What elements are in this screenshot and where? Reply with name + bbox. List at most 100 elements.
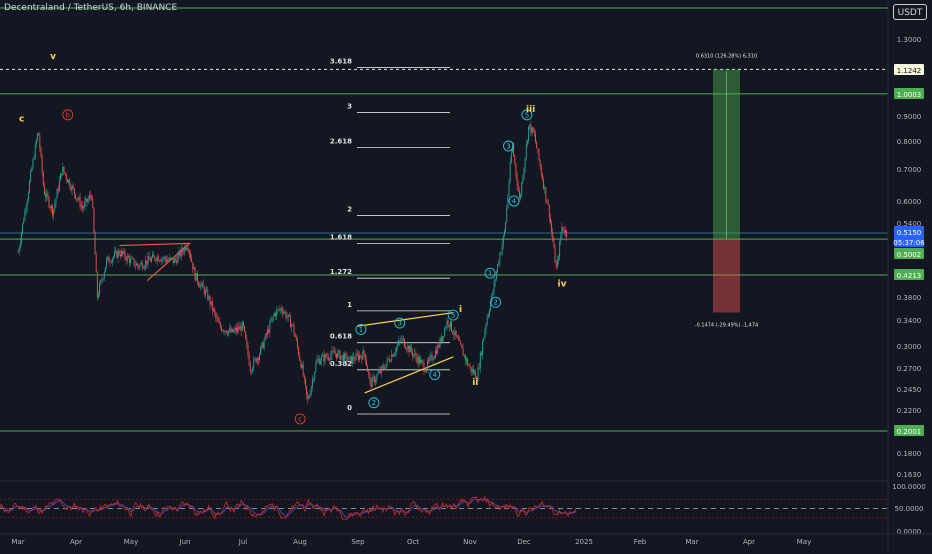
candle-body <box>200 284 202 288</box>
candle-body <box>489 310 490 315</box>
candle-body <box>125 257 127 261</box>
candle-body <box>349 356 351 357</box>
candle-body <box>297 339 298 348</box>
candle-body <box>123 251 125 254</box>
candle-body <box>191 258 193 262</box>
candle-body <box>562 226 564 231</box>
candle-body <box>234 327 236 331</box>
candle-body <box>202 282 204 288</box>
candle-body <box>357 354 359 360</box>
candle-body <box>171 258 173 259</box>
candle-body <box>389 359 390 362</box>
price-tag-bg-2 <box>894 88 924 99</box>
candle-body <box>476 378 478 381</box>
candle-body <box>325 354 327 358</box>
candle-body <box>464 354 466 361</box>
candle-body <box>139 264 141 268</box>
candle-body <box>431 355 433 361</box>
candle-body <box>487 314 489 318</box>
candle-body <box>265 334 267 335</box>
candle-body <box>62 166 64 176</box>
candle-body <box>408 345 410 353</box>
wave-circle-3 <box>355 323 367 335</box>
candle-body <box>318 358 320 365</box>
candle-body <box>124 251 126 258</box>
candle-body <box>73 188 75 194</box>
candle-body <box>86 198 88 202</box>
candle-body <box>460 341 462 345</box>
candle-body <box>134 265 136 267</box>
candle-body <box>309 394 311 397</box>
candle-body <box>329 359 331 361</box>
candle-body <box>391 354 393 362</box>
candle-body <box>142 267 144 269</box>
candle-body <box>183 251 185 253</box>
candle-body <box>492 291 494 295</box>
candle-body <box>87 199 89 202</box>
candle-body <box>206 290 208 291</box>
candle-body <box>222 330 224 332</box>
candle-body <box>547 203 549 205</box>
price-tick-11: 0.4213 <box>897 272 922 280</box>
candle-body <box>137 263 139 267</box>
wave-label-1: b <box>66 111 71 119</box>
candle-body <box>121 250 122 257</box>
candle-body <box>42 172 44 186</box>
candle-body <box>374 377 375 383</box>
candle-body <box>39 135 41 149</box>
fib-label-1: 3 <box>347 103 352 111</box>
candle-body <box>65 174 67 180</box>
candle-body <box>242 322 244 326</box>
candle-body <box>24 210 26 221</box>
candle-body <box>52 205 53 216</box>
candle-body <box>392 354 394 357</box>
candle-body <box>85 198 87 203</box>
candle-body <box>229 328 231 331</box>
price-tag-bg-10 <box>894 248 924 259</box>
candle-body <box>95 254 97 273</box>
candle-body <box>477 367 479 381</box>
candle-body <box>368 371 370 375</box>
candle-body <box>119 254 121 257</box>
candle-body <box>259 354 260 360</box>
candle-body <box>305 378 306 386</box>
price-tick-6: 0.6000 <box>897 198 922 206</box>
price-tick-19: 0.1800 <box>897 450 922 458</box>
candle-body <box>336 353 337 359</box>
candle-body <box>561 226 563 236</box>
candle-body <box>203 287 205 295</box>
candle-body <box>501 244 503 253</box>
candle-body <box>17 252 19 253</box>
candle-body <box>178 250 180 256</box>
candle-body <box>363 350 365 354</box>
candle-body <box>160 260 162 262</box>
candle-body <box>136 263 137 266</box>
candle-body <box>513 144 515 156</box>
candle-body <box>344 353 346 362</box>
currency-button[interactable]: USDT <box>893 4 927 20</box>
candle-body <box>84 202 86 208</box>
candle-body <box>448 324 450 328</box>
candle-body <box>432 358 434 361</box>
candle-body <box>126 255 128 261</box>
candle-body <box>192 261 194 270</box>
candle-body <box>41 155 43 173</box>
candle-body <box>537 148 539 150</box>
candle-body <box>393 354 395 357</box>
wave-circle-12 <box>503 140 514 152</box>
rsi-tick-2: 0.0000 <box>897 528 922 536</box>
time-tick-5: Aug <box>293 538 307 546</box>
candle-body <box>110 262 112 263</box>
candle-body <box>247 345 249 356</box>
candle-body <box>226 332 228 335</box>
candle-body <box>470 366 472 372</box>
candle-body <box>118 250 120 255</box>
candle-body <box>527 141 528 144</box>
candle-body <box>461 344 463 348</box>
candle-body <box>53 209 55 216</box>
candle-body <box>424 371 426 373</box>
time-tick-12: Mar <box>685 538 698 546</box>
candle-body <box>435 350 436 357</box>
candle-body <box>551 222 553 232</box>
